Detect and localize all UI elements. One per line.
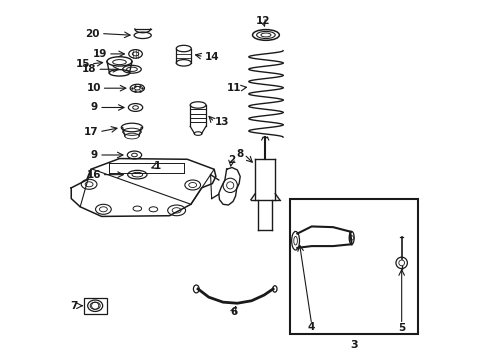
- Text: 5: 5: [397, 323, 405, 333]
- Text: 9: 9: [91, 103, 98, 112]
- Text: 7: 7: [70, 301, 78, 311]
- Text: 12: 12: [256, 16, 270, 26]
- Text: 10: 10: [86, 83, 101, 93]
- Text: 15: 15: [76, 59, 90, 69]
- Text: 19: 19: [92, 49, 107, 59]
- Text: 17: 17: [83, 127, 98, 137]
- Text: 9: 9: [91, 150, 98, 160]
- Text: 4: 4: [307, 322, 315, 332]
- Text: 16: 16: [86, 170, 101, 180]
- Text: 20: 20: [85, 28, 100, 39]
- Bar: [83, 298, 106, 314]
- Text: 3: 3: [349, 340, 357, 350]
- Text: 8: 8: [236, 149, 243, 159]
- Text: 1: 1: [153, 161, 160, 171]
- Text: 11: 11: [227, 83, 241, 93]
- Text: 2: 2: [227, 156, 234, 165]
- Bar: [290, 199, 417, 334]
- Text: 13: 13: [215, 117, 229, 127]
- Text: 6: 6: [230, 307, 238, 317]
- Text: 18: 18: [81, 64, 96, 74]
- Text: 14: 14: [204, 52, 219, 62]
